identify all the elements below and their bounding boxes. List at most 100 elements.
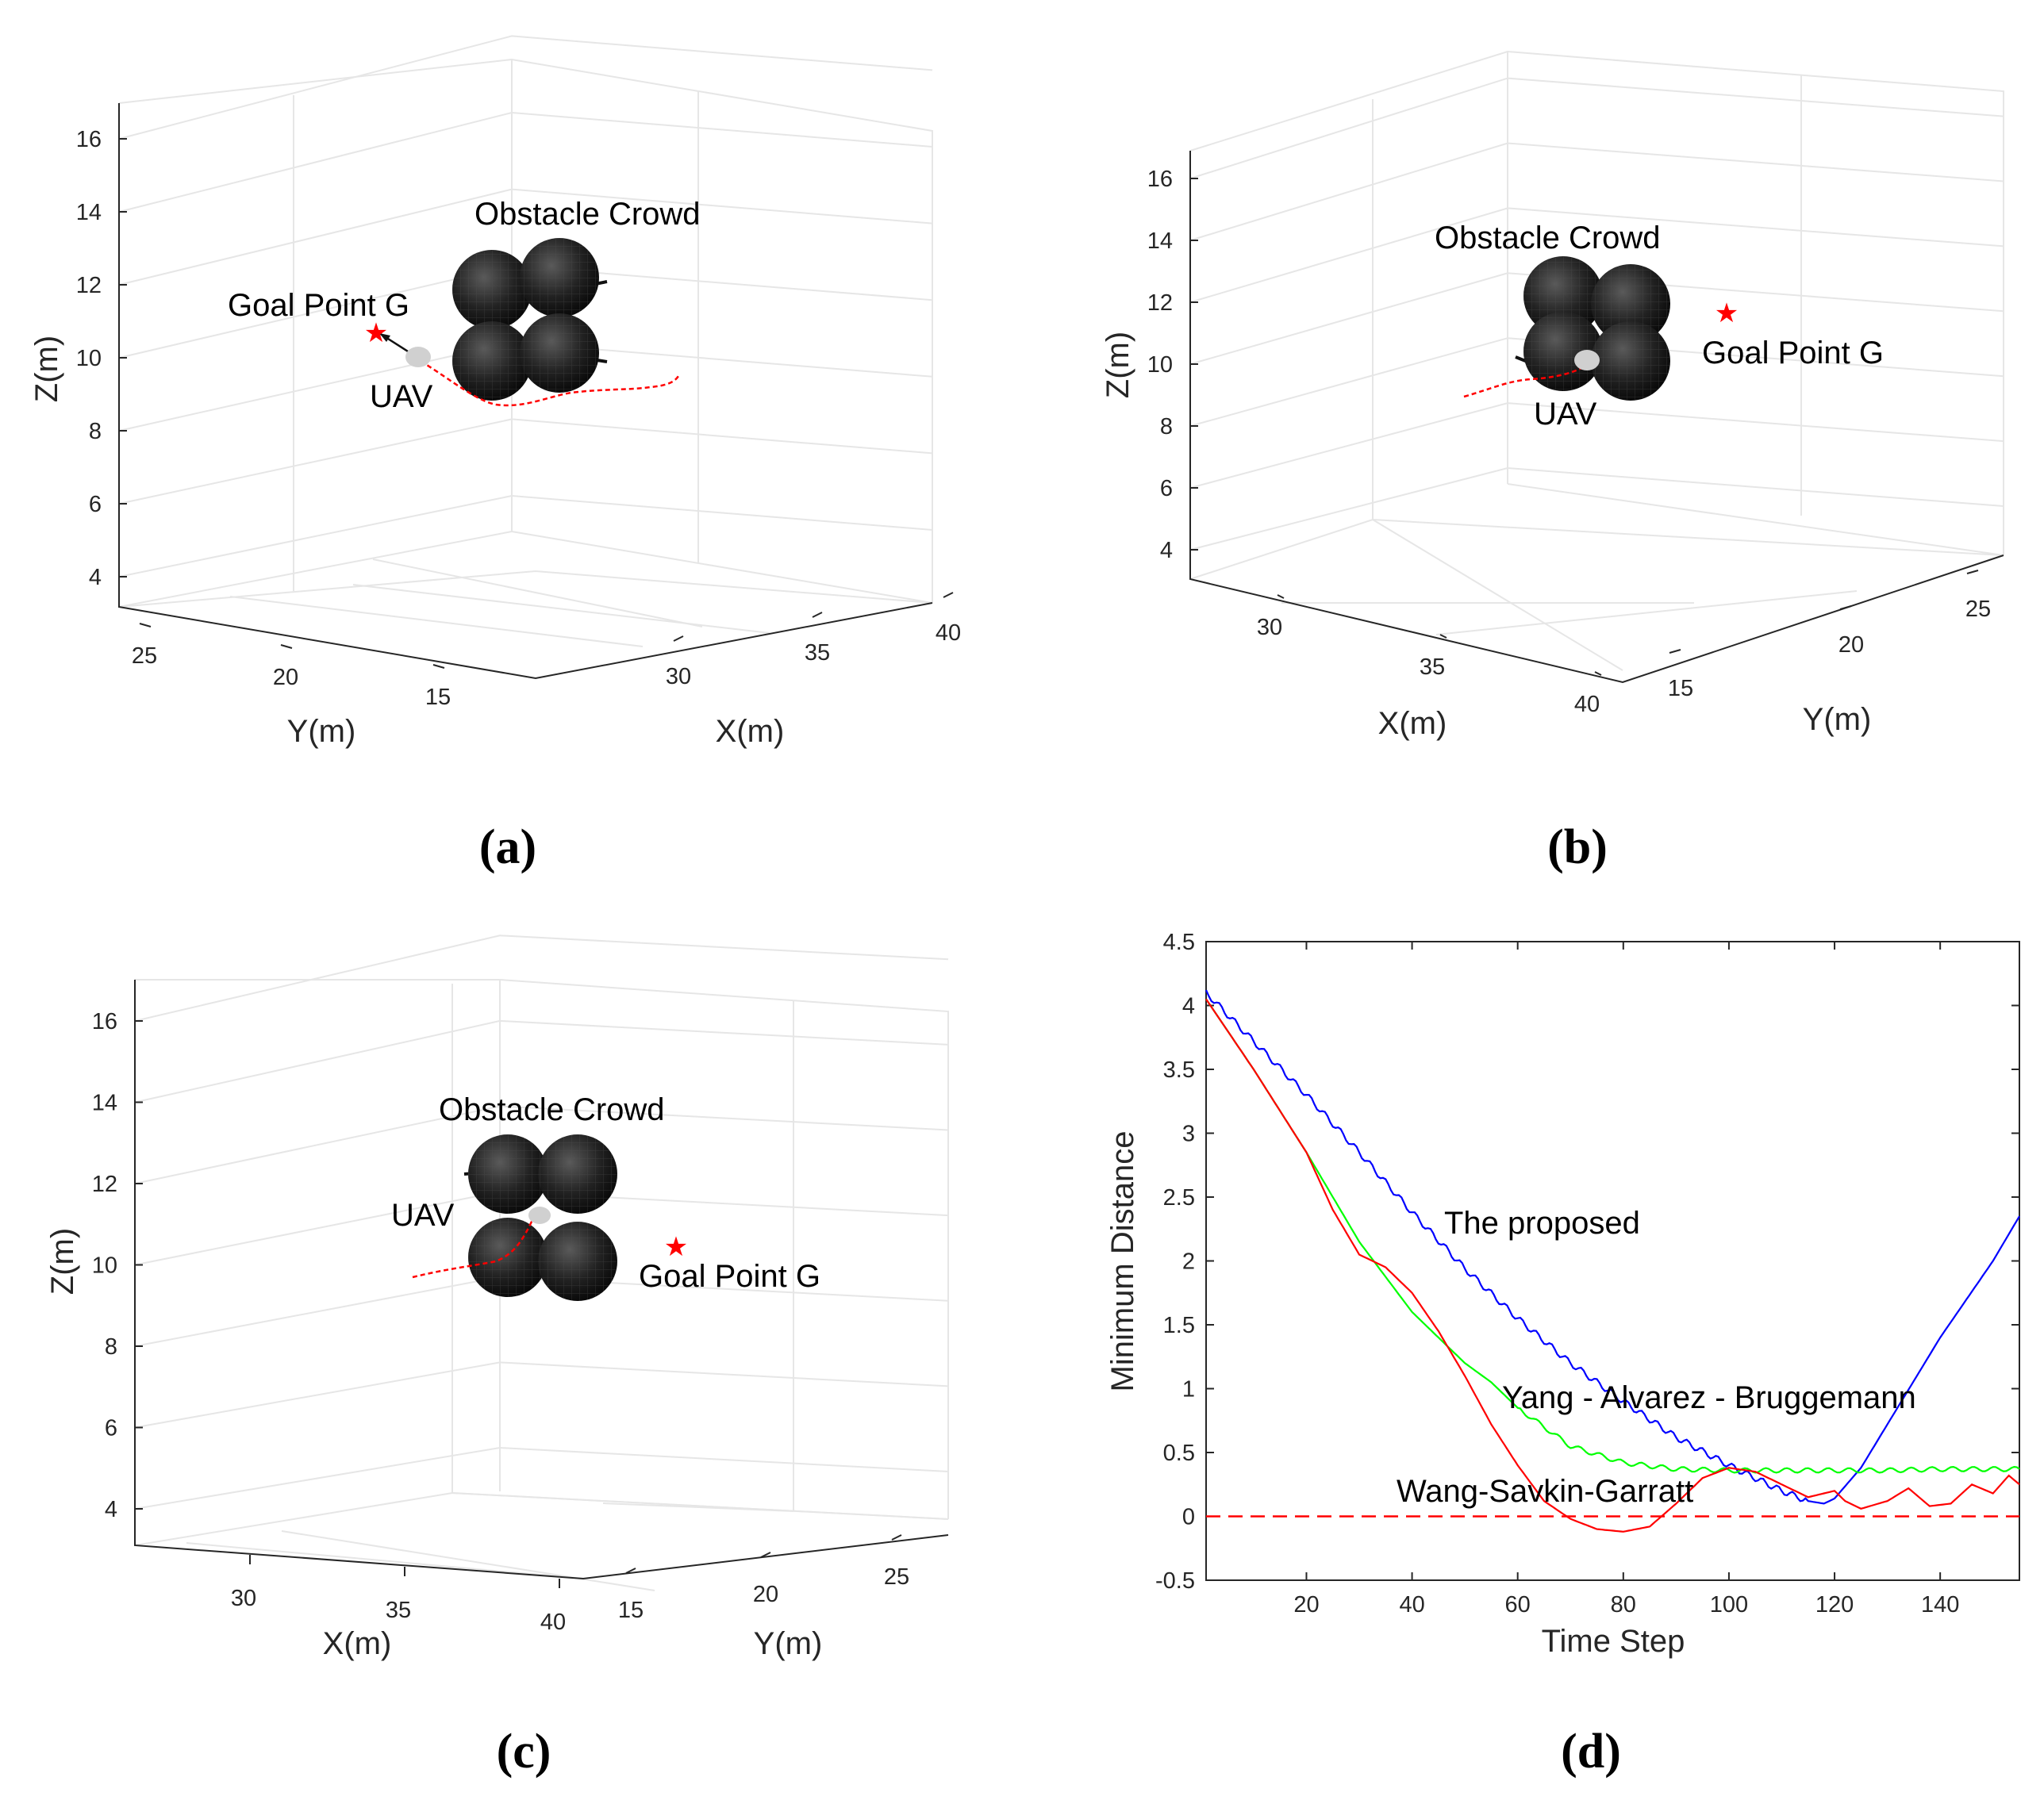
panel-a-left-ticks: 25 20 15 [132, 623, 451, 710]
z-tick-label: 16 [1147, 167, 1173, 192]
left-tick-mark [280, 644, 293, 649]
panel-b-left-axis-label: X(m) [1378, 706, 1447, 741]
z-grid-line [134, 1019, 949, 1103]
panel-a-uav-label: UAV [370, 379, 433, 414]
panel-a-right-axis-label: X(m) [716, 714, 785, 749]
right-tick-mark [1966, 570, 1979, 574]
z-tick-label: 10 [92, 1253, 117, 1279]
z-grid-line [118, 494, 933, 578]
panel-b-goal-star: ★ [1715, 298, 1739, 328]
right-tick-label: 15 [618, 1598, 644, 1623]
y-tick-label: 2.5 [1163, 1185, 1195, 1211]
panel-a-z-ticks: 4 6 8 10 12 14 16 [76, 127, 127, 590]
panel-c-grid [134, 934, 949, 1591]
panel-b-uav-label: UAV [1534, 397, 1597, 432]
y-tick-label: 3.5 [1163, 1057, 1195, 1083]
panel-c-uav-label: UAV [391, 1198, 455, 1233]
y-tick-label: 1 [1182, 1377, 1195, 1403]
z-grid-line [118, 188, 933, 286]
z-tick-label: 6 [1160, 476, 1173, 501]
annotation-proposed: The proposed [1444, 1206, 1640, 1241]
panel-b-goal-label: Goal Point G [1702, 336, 1884, 370]
left-tick-label: 20 [273, 665, 298, 690]
right-tick-mark [1669, 649, 1681, 654]
panel-a: 4 6 8 10 12 14 16 25 20 15 30 35 40 Z(m) Y(m) X(m)… [29, 35, 961, 874]
z-grid-line [1189, 142, 2004, 241]
x-tick-label: 140 [1921, 1592, 1959, 1618]
panel-b-obstacles [1515, 256, 1670, 401]
z-grid-line [1189, 207, 2004, 303]
panel-b-right-axis-label: Y(m) [1803, 702, 1872, 737]
left-tick-label: 40 [1574, 692, 1600, 717]
x-tick-label: 80 [1611, 1592, 1636, 1618]
y-tick-label: 4.5 [1163, 930, 1195, 955]
z-grid-line [134, 1276, 949, 1347]
series-line-wang-savkin-garratt [1205, 998, 2020, 1533]
panel-a-uav-trajectory [420, 359, 680, 407]
panel-b-z-ticks: 4 6 8 10 12 14 16 [1147, 167, 1198, 563]
right-tick-mark [625, 1568, 636, 1574]
panel-a-zlabel: Z(m) [29, 336, 64, 402]
left-tick-label: 25 [132, 643, 157, 669]
z-tick-label: 12 [92, 1172, 117, 1197]
x-tick-label: 60 [1505, 1592, 1531, 1618]
z-grid-line [1189, 77, 2004, 179]
chart-plot-area [1205, 941, 2020, 1581]
panel-b-left-ticks: 30 35 40 [1257, 594, 1602, 717]
right-tick-label: 40 [936, 620, 961, 646]
z-tick-label: 12 [1147, 290, 1173, 316]
caption-b: (b) [1547, 820, 1608, 874]
left-tick-label: 35 [386, 1598, 411, 1623]
panel-c-obstacle-label: Obstacle Crowd [439, 1092, 665, 1127]
panel-a-goal-star: ★ [364, 318, 388, 348]
right-tick-mark [760, 1552, 771, 1558]
x-tick-label: 40 [1399, 1592, 1424, 1618]
z-tick-label: 4 [105, 1497, 117, 1522]
panel-c-uav [528, 1207, 551, 1224]
z-tick-label: 14 [76, 200, 102, 225]
z-tick-label: 8 [105, 1334, 117, 1360]
panel-c-right-axis-label: Y(m) [754, 1626, 823, 1661]
x-tick-label: 120 [1815, 1592, 1854, 1618]
y-tick-label: 0 [1182, 1505, 1195, 1530]
annotation-wang: Wang-Savkin-Garratt [1397, 1474, 1693, 1509]
z-grid-line [1189, 337, 2004, 427]
right-tick-label: 20 [753, 1582, 778, 1607]
z-grid-line [134, 1361, 949, 1429]
right-tick-label: 20 [1838, 632, 1864, 658]
z-grid-line [118, 111, 933, 213]
left-tick-label: 15 [425, 685, 451, 710]
y-tick-label: 2 [1182, 1249, 1195, 1275]
left-tick-mark [1439, 634, 1447, 639]
chart-series [1204, 989, 2020, 1533]
x-tick-label: 100 [1710, 1592, 1748, 1618]
chart-ylabel: Minimum Distance [1105, 1131, 1140, 1392]
z-tick-label: 10 [76, 346, 102, 371]
z-tick-label: 16 [76, 127, 102, 152]
right-tick-label: 30 [666, 664, 691, 689]
right-tick-label: 25 [884, 1564, 909, 1590]
panel-c-right-ticks: 15 20 25 [618, 1534, 909, 1623]
z-tick-label: 4 [1160, 538, 1173, 563]
right-tick-label: 25 [1965, 597, 1991, 622]
y-tick-label: 4 [1182, 994, 1195, 1019]
y-tick-label: 1.5 [1163, 1313, 1195, 1338]
z-tick-label: 14 [92, 1091, 117, 1116]
panel-a-obstacle-label: Obstacle Crowd [474, 197, 701, 232]
left-tick-mark [1277, 594, 1285, 599]
right-tick-mark [673, 635, 684, 642]
z-tick-label: 6 [105, 1416, 117, 1441]
panel-a-left-axis-label: Y(m) [287, 714, 356, 749]
left-tick-mark [139, 623, 152, 627]
z-tick-label: 8 [89, 419, 102, 444]
panel-b: 4 6 8 10 12 14 16 30 35 40 15 20 25 Z(m) X(m) Y(m)… [1101, 50, 2004, 874]
left-tick-mark [1594, 671, 1602, 676]
right-tick-label: 15 [1668, 676, 1693, 701]
chart-xlabel: Time Step [1542, 1624, 1685, 1659]
z-tick-label: 10 [1147, 352, 1173, 378]
annotation-yang: Yang - Alvarez - Bruggemann [1502, 1380, 1916, 1415]
z-grid-line [1189, 402, 2004, 489]
z-tick-label: 12 [76, 273, 102, 298]
z-grid-line [134, 1105, 949, 1184]
panel-c: 4 6 8 10 12 14 16 30 35 40 15 20 25 Z(m) X(m) Y(m)… [45, 934, 949, 1779]
